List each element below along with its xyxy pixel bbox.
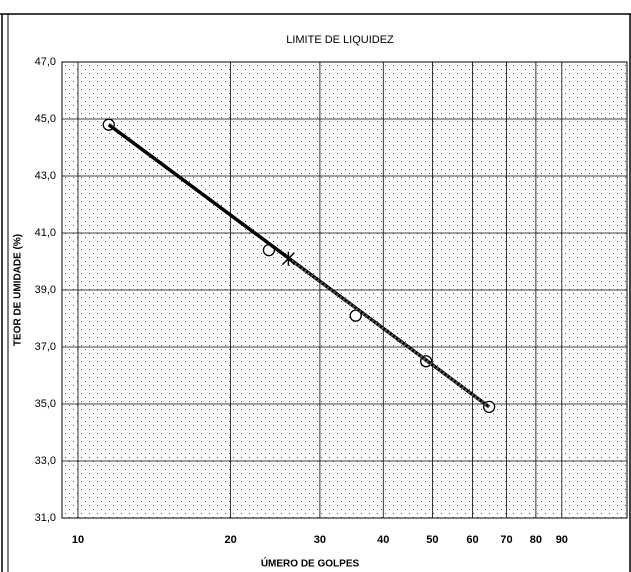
y-tick-label: 33,0 bbox=[35, 455, 56, 467]
x-tick-label: 30 bbox=[314, 534, 326, 546]
y-tick-label: 47,0 bbox=[35, 56, 56, 68]
y-tick-label: 41,0 bbox=[35, 227, 56, 239]
x-tick-label: 50 bbox=[426, 534, 438, 546]
x-tick-label: 90 bbox=[556, 534, 568, 546]
x-tick-label: 20 bbox=[224, 534, 236, 546]
x-tick-label: 60 bbox=[466, 534, 478, 546]
y-tick-label: 35,0 bbox=[35, 398, 56, 410]
x-axis-label: ÚMERO DE GOLPES bbox=[261, 557, 360, 570]
y-tick-label: 43,0 bbox=[35, 170, 56, 182]
x-tick-label: 40 bbox=[377, 534, 389, 546]
y-axis-label: TEOR DE UMIDADE (%) bbox=[13, 234, 24, 346]
y-tick-label: 31,0 bbox=[35, 512, 56, 524]
y-tick-label: 39,0 bbox=[35, 284, 56, 296]
liquid-limit-point bbox=[281, 251, 295, 266]
chart-title: LIMITE DE LIQUIDEZ bbox=[286, 34, 394, 46]
y-tick-label: 45,0 bbox=[35, 113, 56, 125]
trend-line bbox=[287, 257, 491, 409]
x-tick-label: 10 bbox=[72, 534, 84, 546]
y-tick-label: 37,0 bbox=[35, 341, 56, 353]
x-tick-label: 70 bbox=[500, 534, 512, 546]
x-tick-label: 80 bbox=[530, 534, 542, 546]
